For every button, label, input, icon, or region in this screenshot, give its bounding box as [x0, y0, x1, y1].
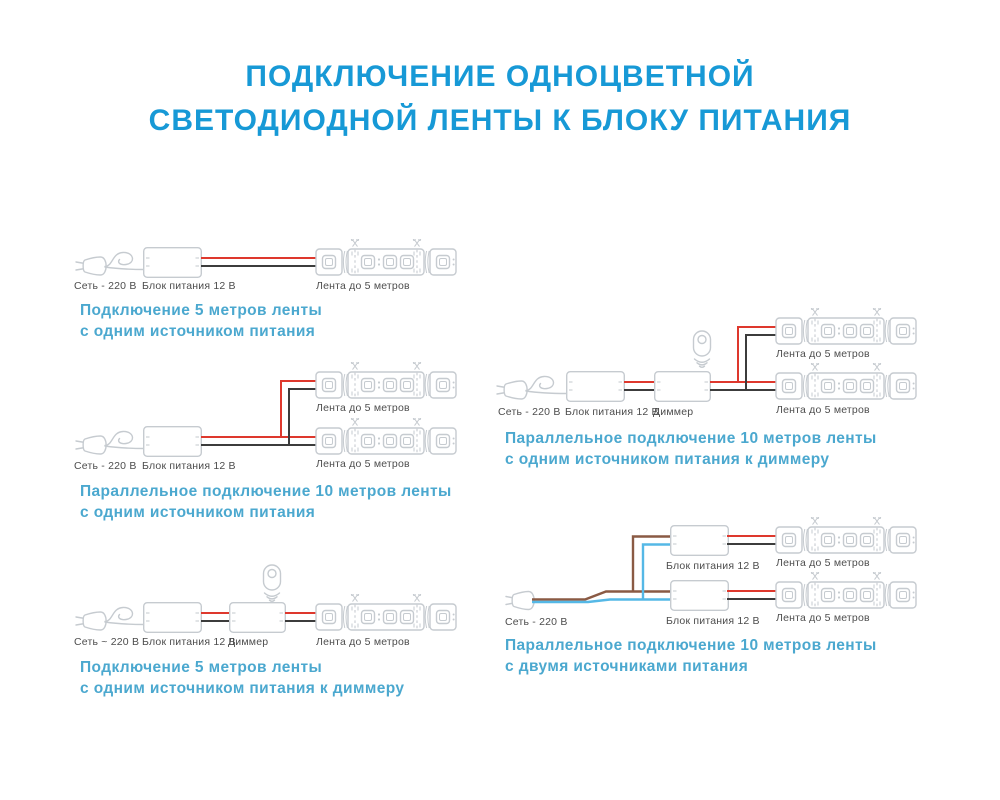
label-mains: Сеть - 220 В [505, 616, 568, 628]
label-strip: Лента до 5 метров [316, 402, 410, 414]
led-strip-icon [307, 239, 457, 276]
led-strip-icon [307, 418, 457, 455]
label-psu: Блок питания 12 В [666, 560, 760, 572]
diagram-caption: Параллельное подключение 10 метров ленты… [80, 481, 452, 523]
psu-box [143, 602, 202, 633]
label-mains: Сеть - 220 В [498, 406, 561, 418]
page-title-line1: ПОДКЛЮЧЕНИЕ ОДНОЦВЕТНОЙ [245, 60, 755, 93]
label-strip: Лента до 5 метров [776, 612, 870, 624]
led-strip-icon [767, 308, 917, 345]
power-plug-icon [75, 430, 145, 455]
page-title-line2: СВЕТОДИОДНОЙ ЛЕНТЫ К БЛОКУ ПИТАНИЯ [148, 104, 852, 137]
remote-control-icon [262, 564, 282, 602]
diagram-caption: Подключение 5 метров ленты с одним источ… [80, 300, 322, 342]
caption-line1: Параллельное подключение 10 метров ленты [505, 637, 877, 654]
caption-line2: с одним источником питания к диммеру [80, 680, 405, 697]
caption-line1: Параллельное подключение 10 метров ленты [80, 483, 452, 500]
dimmer-box [654, 371, 711, 402]
dimmer-box [229, 602, 286, 633]
caption-line2: с двумя источниками питания [505, 658, 749, 675]
label-psu: Блок питания 12 В [142, 280, 236, 292]
led-strip-icon [767, 517, 917, 554]
caption-line2: с одним источником питания [80, 504, 316, 521]
led-strip-icon [307, 594, 457, 631]
power-plug-icon [496, 375, 566, 400]
label-psu: Блок питания 12 В [666, 615, 760, 627]
diagram-caption: Подключение 5 метров ленты с одним источ… [80, 657, 404, 699]
caption-line1: Подключение 5 метров ленты [80, 659, 323, 676]
caption-line1: Параллельное подключение 10 метров ленты [505, 430, 877, 447]
label-psu: Блок питания 12 В [142, 636, 236, 648]
psu-box [670, 580, 729, 611]
label-strip: Лента до 5 метров [316, 458, 410, 470]
wire-blue [532, 543, 671, 604]
label-strip: Лента до 5 метров [316, 636, 410, 648]
psu-box [670, 525, 729, 556]
diagram-single-5m-one-psu [75, 239, 457, 278]
psu-box [143, 247, 202, 278]
diagram-single-5m-dimmer [75, 564, 457, 633]
power-plug-icon [75, 251, 145, 276]
page-title: ПОДКЛЮЧЕНИЕ ОДНОЦВЕТНОЙ СВЕТОДИОДНОЙ ЛЕН… [0, 55, 1000, 143]
psu-box [566, 371, 625, 402]
label-psu: Блок питания 12 В [565, 406, 659, 418]
label-mains: Сеть - 220 В [74, 280, 137, 292]
diagram-parallel-10m-two-psu [505, 517, 917, 611]
label-strip: Лента до 5 метров [776, 404, 870, 416]
label-psu: Блок питания 12 В [142, 460, 236, 472]
psu-box [143, 426, 202, 457]
led-strip-icon [767, 572, 917, 609]
label-strip: Лента до 5 метров [316, 280, 410, 292]
caption-line2: с одним источником питания к диммеру [505, 451, 830, 468]
label-mains: Сеть ~ 220 В [74, 636, 140, 648]
label-mains: Сеть - 220 В [74, 460, 137, 472]
diagram-parallel-10m-one-psu [75, 362, 457, 457]
label-dimmer: Диммер [653, 406, 694, 418]
label-strip: Лента до 5 метров [776, 557, 870, 569]
wire-brown [532, 535, 671, 601]
diagram-caption: Параллельное подключение 10 метров ленты… [505, 635, 877, 677]
caption-line2: с одним источником питания [80, 323, 316, 340]
power-plug-icon [75, 606, 145, 631]
diagram-caption: Параллельное подключение 10 метров ленты… [505, 428, 877, 470]
label-dimmer: Диммер [228, 636, 269, 648]
label-strip: Лента до 5 метров [776, 348, 870, 360]
led-strip-icon [307, 362, 457, 399]
remote-control-icon [692, 330, 712, 368]
led-strip-icon [767, 363, 917, 400]
power-plug-icon [505, 590, 535, 611]
caption-line1: Подключение 5 метров ленты [80, 302, 323, 319]
diagram-parallel-10m-dimmer [496, 308, 917, 402]
